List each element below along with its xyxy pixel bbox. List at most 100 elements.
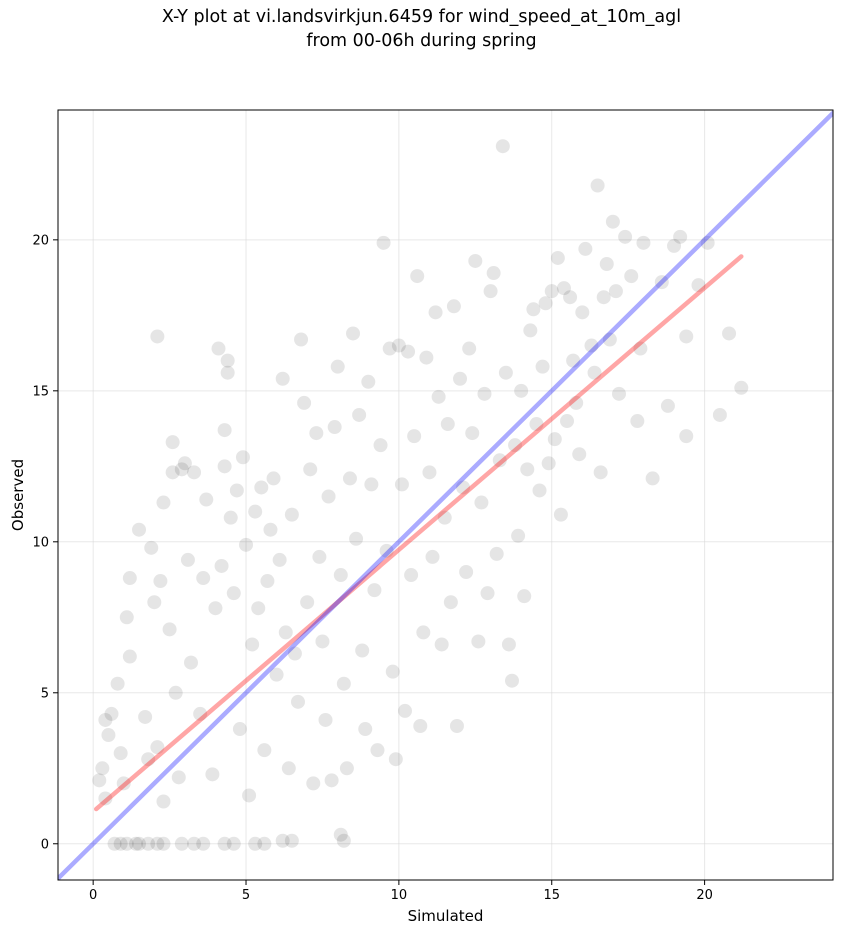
- data-point: [361, 374, 376, 389]
- data-point: [477, 386, 492, 401]
- x-tick-label: 20: [696, 888, 713, 903]
- data-point: [245, 637, 260, 652]
- data-point: [532, 483, 547, 498]
- data-point: [456, 480, 471, 495]
- data-point: [217, 423, 232, 438]
- data-point: [382, 341, 397, 356]
- data-point: [211, 341, 226, 356]
- data-point: [511, 528, 526, 543]
- data-point: [529, 417, 544, 432]
- data-point: [498, 365, 513, 380]
- data-point: [633, 341, 648, 356]
- data-point: [431, 389, 446, 404]
- data-point: [156, 495, 171, 510]
- data-point: [397, 703, 412, 718]
- data-point: [248, 504, 263, 519]
- data-point: [523, 323, 538, 338]
- data-point: [449, 719, 464, 733]
- data-point: [645, 471, 660, 486]
- data-point: [303, 462, 318, 477]
- data-point: [98, 712, 113, 727]
- data-point: [281, 761, 296, 776]
- data-point: [336, 833, 351, 848]
- data-point: [544, 284, 559, 299]
- data-point: [385, 664, 400, 679]
- data-point: [560, 414, 575, 429]
- data-point: [667, 238, 682, 253]
- data-point: [217, 836, 232, 851]
- data-point: [187, 465, 202, 480]
- data-point: [526, 302, 541, 317]
- data-point: [229, 483, 244, 498]
- y-tick-label: 5: [41, 686, 49, 701]
- scatter-points: [92, 139, 749, 851]
- y-tick-label: 15: [32, 384, 49, 399]
- data-point: [220, 365, 235, 380]
- data-point: [391, 338, 406, 353]
- data-point: [220, 353, 235, 368]
- data-point: [174, 836, 189, 851]
- data-point: [419, 350, 434, 365]
- data-point: [119, 836, 134, 851]
- data-point: [434, 637, 449, 652]
- data-point: [501, 637, 516, 652]
- data-point: [318, 712, 333, 727]
- data-point: [144, 540, 159, 555]
- data-point: [660, 398, 675, 413]
- data-point: [315, 634, 330, 649]
- data-point: [150, 329, 165, 344]
- data-point: [566, 353, 581, 368]
- x-tick-label: 5: [242, 888, 250, 903]
- data-point: [324, 773, 339, 788]
- data-point: [630, 414, 645, 429]
- data-point: [556, 281, 571, 296]
- data-point: [275, 371, 290, 386]
- data-point: [370, 743, 385, 758]
- x-tick-label: 10: [391, 888, 408, 903]
- data-point: [495, 139, 510, 154]
- data-point: [538, 296, 553, 311]
- data-point: [92, 773, 107, 788]
- data-point: [269, 667, 284, 682]
- data-point: [119, 610, 134, 625]
- data-point: [284, 507, 299, 522]
- x-tick-label: 15: [543, 888, 560, 903]
- data-point: [98, 791, 113, 806]
- data-point: [156, 794, 171, 809]
- data-point: [611, 386, 626, 401]
- data-point: [153, 574, 168, 589]
- data-point: [275, 833, 290, 848]
- data-point: [379, 543, 394, 558]
- data-point: [110, 676, 125, 691]
- data-point: [590, 178, 605, 193]
- grid-lines: [58, 110, 833, 880]
- data-point: [336, 676, 351, 691]
- data-point: [132, 522, 147, 537]
- data-point: [183, 655, 198, 670]
- data-point: [187, 836, 202, 851]
- data-point: [321, 489, 336, 504]
- data-point: [401, 344, 416, 359]
- data-point: [168, 685, 183, 700]
- data-point: [101, 728, 116, 743]
- regression-line: [93, 254, 744, 812]
- data-point: [122, 649, 137, 664]
- data-point: [193, 706, 208, 721]
- data-point: [416, 625, 431, 640]
- data-point: [404, 568, 419, 583]
- data-point: [367, 583, 382, 598]
- data-point: [260, 574, 275, 589]
- data-point: [443, 595, 458, 610]
- data-point: [575, 305, 590, 320]
- data-point: [483, 284, 498, 299]
- plot-area-frame: [57, 109, 834, 881]
- data-point: [266, 471, 281, 486]
- data-point: [700, 235, 715, 250]
- y-tick-label: 20: [32, 233, 49, 248]
- data-point: [141, 836, 156, 851]
- data-point: [147, 595, 162, 610]
- y-tick-label: 0: [41, 837, 49, 852]
- x-tick-label: 0: [89, 888, 97, 903]
- data-point: [722, 326, 737, 341]
- data-point: [257, 836, 272, 851]
